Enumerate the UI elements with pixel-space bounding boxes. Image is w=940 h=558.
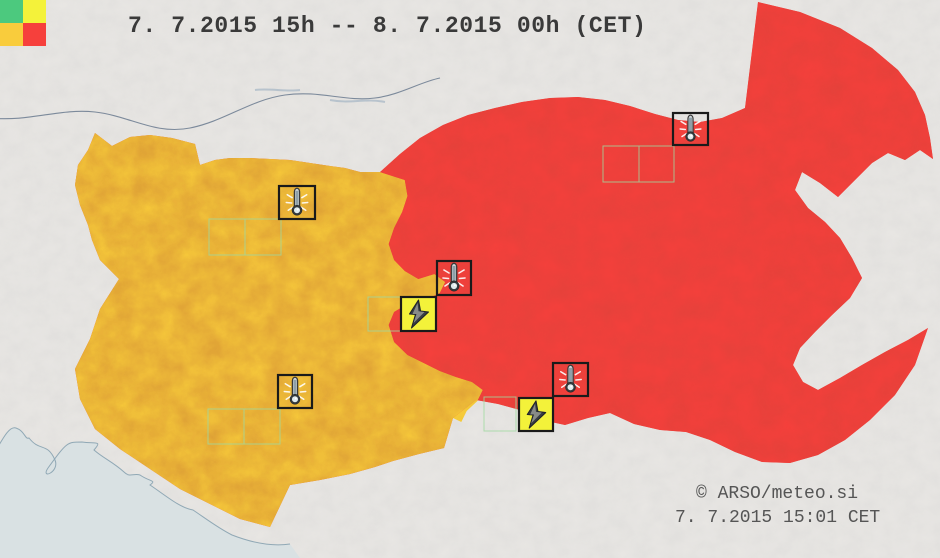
svg-text:© ARSO/meteo.si: © ARSO/meteo.si (696, 484, 858, 504)
svg-text:7. 7.2015 15h -- 8. 7.2015: 7. 7.2015 15h -- 8. 7.2015 00h (CET) (128, 13, 646, 39)
svg-text:7. 7.2015 15:01 CET: 7. 7.2015 15:01 CET (675, 508, 880, 528)
